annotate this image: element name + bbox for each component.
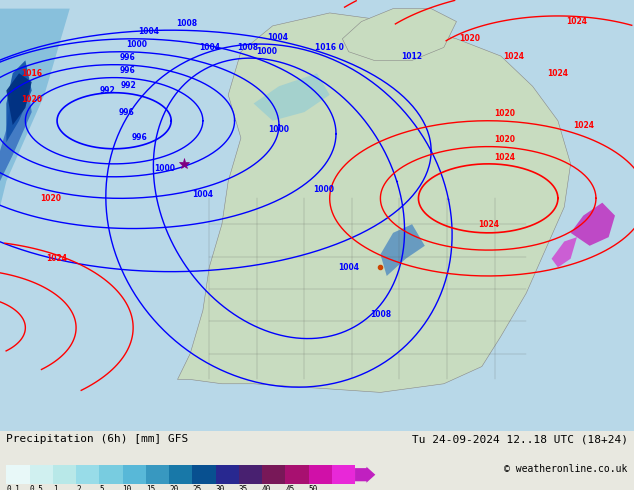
Polygon shape	[571, 203, 615, 246]
Text: 45: 45	[285, 485, 295, 490]
Text: 1020: 1020	[494, 135, 515, 144]
Text: 1008: 1008	[236, 43, 258, 52]
Text: 40: 40	[262, 485, 271, 490]
Polygon shape	[178, 13, 571, 392]
Text: Tu 24-09-2024 12..18 UTC (18+24): Tu 24-09-2024 12..18 UTC (18+24)	[411, 434, 628, 444]
Bar	[262, 466, 285, 484]
Polygon shape	[342, 9, 456, 60]
Text: 1024: 1024	[547, 69, 569, 78]
Text: 1000: 1000	[154, 164, 176, 172]
Bar	[192, 466, 216, 484]
Polygon shape	[0, 9, 70, 207]
Text: 1024: 1024	[494, 152, 515, 162]
Bar	[76, 466, 100, 484]
Text: 10: 10	[122, 485, 132, 490]
Bar	[146, 466, 169, 484]
Polygon shape	[254, 74, 330, 121]
Bar	[239, 466, 262, 484]
Polygon shape	[380, 224, 425, 276]
Bar	[6, 466, 30, 484]
Text: 20: 20	[169, 485, 178, 490]
Text: 1020: 1020	[494, 109, 515, 119]
Text: 35: 35	[239, 485, 248, 490]
Text: 1024: 1024	[46, 254, 68, 263]
Bar	[216, 466, 239, 484]
Text: 1004: 1004	[198, 43, 220, 52]
Bar	[169, 466, 192, 484]
Text: 1004: 1004	[192, 190, 214, 198]
Text: 1020: 1020	[21, 95, 42, 104]
Text: 1024: 1024	[566, 17, 588, 26]
Text: 1000: 1000	[126, 41, 147, 49]
Bar	[122, 466, 146, 484]
Bar	[100, 466, 122, 484]
Text: 0.5: 0.5	[30, 485, 44, 490]
Text: 1004: 1004	[138, 27, 159, 36]
Text: © weatheronline.co.uk: © weatheronline.co.uk	[504, 464, 628, 473]
Polygon shape	[6, 74, 32, 125]
Text: 25: 25	[192, 485, 202, 490]
Text: 996: 996	[119, 108, 134, 117]
Text: 1024: 1024	[477, 220, 499, 229]
Text: 0.1: 0.1	[6, 485, 20, 490]
Text: 1000: 1000	[313, 185, 334, 194]
Text: 1020: 1020	[458, 34, 480, 43]
Bar	[53, 466, 76, 484]
Text: 992: 992	[100, 86, 115, 95]
Text: 992: 992	[120, 81, 136, 90]
Text: 2: 2	[76, 485, 81, 490]
Text: 996: 996	[120, 53, 136, 62]
Text: 1004: 1004	[267, 33, 288, 42]
Text: 1024: 1024	[503, 51, 524, 61]
Bar	[332, 466, 355, 484]
Text: 1012: 1012	[401, 51, 423, 61]
Bar	[30, 466, 53, 484]
Polygon shape	[0, 69, 32, 181]
Text: 1020: 1020	[40, 194, 61, 203]
Text: 1016 0: 1016 0	[315, 43, 344, 52]
Bar	[309, 466, 332, 484]
Text: 1008: 1008	[176, 19, 197, 28]
Text: 15: 15	[146, 485, 155, 490]
Text: 1000: 1000	[256, 47, 277, 56]
Text: 1024: 1024	[573, 121, 594, 129]
Text: 50: 50	[309, 485, 318, 490]
Text: 30: 30	[216, 485, 225, 490]
Polygon shape	[6, 60, 32, 142]
Polygon shape	[552, 237, 577, 268]
Text: 1016: 1016	[21, 69, 42, 78]
Bar	[285, 466, 309, 484]
Text: 1000: 1000	[268, 125, 290, 134]
Text: 996: 996	[120, 66, 136, 75]
Text: 5: 5	[100, 485, 104, 490]
Text: 996: 996	[132, 133, 147, 143]
Text: 1: 1	[53, 485, 58, 490]
Text: 1004: 1004	[338, 263, 359, 272]
Text: 1008: 1008	[370, 310, 391, 319]
FancyArrow shape	[355, 466, 375, 483]
Text: Precipitation (6h) [mm] GFS: Precipitation (6h) [mm] GFS	[6, 434, 188, 444]
